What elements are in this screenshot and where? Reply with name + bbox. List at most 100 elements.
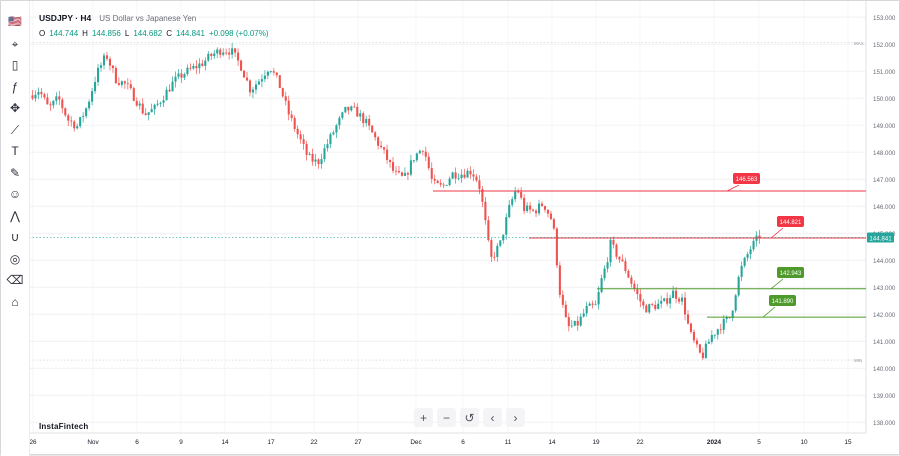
smiley-tool-button[interactable]: ☺ xyxy=(5,185,25,203)
candle-body xyxy=(254,84,258,90)
candle-body xyxy=(448,178,451,186)
candle-body xyxy=(683,297,687,315)
eye-off-icon: ◎ xyxy=(9,251,21,266)
plot-area xyxy=(29,1,866,433)
close-value: 144.841 xyxy=(176,29,205,38)
candle-body xyxy=(380,145,383,148)
reset-button[interactable]: ↺ xyxy=(460,408,479,427)
candle-body xyxy=(680,297,684,302)
text-tool-button[interactable]: T xyxy=(5,142,25,160)
candle-body xyxy=(356,106,359,117)
candle-body xyxy=(418,150,421,154)
scroll-right-icon: › xyxy=(513,410,518,425)
candle-body xyxy=(475,176,478,181)
flag-icon: 🇺🇸 xyxy=(8,15,22,28)
zoom-in-button[interactable]: + xyxy=(414,408,433,427)
candle-body xyxy=(320,159,323,165)
candle-body xyxy=(251,89,255,93)
open-label: O xyxy=(39,29,46,38)
candle-body xyxy=(499,240,502,246)
candle-body xyxy=(177,73,180,77)
candle-body xyxy=(240,60,243,71)
y-tick-label: 146.000 xyxy=(873,204,896,211)
candle-body xyxy=(436,180,439,184)
candle-body xyxy=(198,63,201,69)
candle-body xyxy=(207,53,210,61)
candle-body xyxy=(91,91,94,102)
candle-body xyxy=(618,256,621,260)
eye-off-tool-button[interactable]: ◎ xyxy=(5,250,25,268)
candle-body xyxy=(719,329,722,331)
crosshair-move-tool-button[interactable]: ✥ xyxy=(5,99,25,117)
candle-body xyxy=(225,52,228,54)
candle-body xyxy=(341,112,344,118)
candle-body xyxy=(689,323,693,332)
zoom-out-button[interactable]: − xyxy=(437,408,456,427)
open-value: 144.744 xyxy=(49,29,79,38)
candle-body xyxy=(430,168,433,179)
candle-body xyxy=(138,103,141,106)
candle-body xyxy=(561,294,564,305)
candle-body xyxy=(508,204,511,218)
candle-body xyxy=(195,65,198,69)
candle-body xyxy=(716,329,719,335)
candle-body xyxy=(153,104,156,110)
trend-line-tool-button[interactable]: ⟋ xyxy=(5,121,25,139)
trash-tool-button[interactable]: ⌫ xyxy=(5,271,25,289)
change-value: +0.098 (+0.07%) xyxy=(208,29,269,38)
brush-icon: ✎ xyxy=(9,165,21,180)
home-tool-button[interactable]: ⌂ xyxy=(5,293,25,311)
candle-body xyxy=(144,113,147,115)
candle-body xyxy=(350,106,353,111)
candle-body xyxy=(403,173,406,176)
candle-body xyxy=(549,213,552,220)
y-tick-label: 142.000 xyxy=(873,312,896,319)
candle-body xyxy=(520,191,523,198)
candle-body xyxy=(165,89,168,101)
candle-body xyxy=(123,81,126,84)
candle-body xyxy=(120,81,123,85)
high-label: H xyxy=(82,29,88,38)
candle-body xyxy=(526,205,529,211)
x-tick-label: 22 xyxy=(636,439,644,446)
candle-body xyxy=(326,144,329,149)
candle-body xyxy=(371,125,374,133)
candle-body xyxy=(70,120,73,122)
candle-body xyxy=(150,109,153,113)
candles-icon: ▯ xyxy=(11,58,19,72)
candle-body xyxy=(743,257,746,266)
brush-tool-button[interactable]: ✎ xyxy=(5,164,25,182)
candle-body xyxy=(183,74,186,78)
candle-body xyxy=(117,83,120,85)
scroll-left-button[interactable]: ‹ xyxy=(483,408,502,427)
candle-body xyxy=(451,172,454,179)
flag-tool-button[interactable]: 🇺🇸 xyxy=(5,13,25,31)
candle-body xyxy=(40,92,43,95)
scroll-right-button[interactable]: › xyxy=(506,408,525,427)
x-tick-label: Nov xyxy=(87,439,99,446)
candle-body xyxy=(651,304,654,305)
candle-body xyxy=(666,298,669,304)
x-tick-label: 26 xyxy=(29,439,37,446)
symbol-title[interactable]: USDJPY · H4 xyxy=(39,13,92,23)
scroll-left-icon: ‹ xyxy=(490,410,495,425)
max-label: MAX xyxy=(854,41,864,46)
candle-body xyxy=(58,96,61,100)
candles-tool-button[interactable]: ▯ xyxy=(5,56,25,74)
candle-body xyxy=(478,180,481,190)
level-label: 144.821 xyxy=(780,220,802,226)
candle-body xyxy=(630,277,633,284)
pattern-tool-button[interactable]: ⋀ xyxy=(5,207,25,225)
cursor-tool-button[interactable]: ⌖ xyxy=(5,35,25,53)
candle-body xyxy=(463,174,466,178)
candle-body xyxy=(52,100,55,106)
candle-body xyxy=(606,262,609,269)
candle-body xyxy=(600,278,603,293)
candle-body xyxy=(570,325,573,327)
magnet-tool-button[interactable]: ∪ xyxy=(5,228,25,246)
candle-body xyxy=(186,67,189,75)
candle-body xyxy=(415,153,418,161)
candle-body xyxy=(228,52,231,55)
fx-tool-button[interactable]: ƒ xyxy=(5,78,25,96)
